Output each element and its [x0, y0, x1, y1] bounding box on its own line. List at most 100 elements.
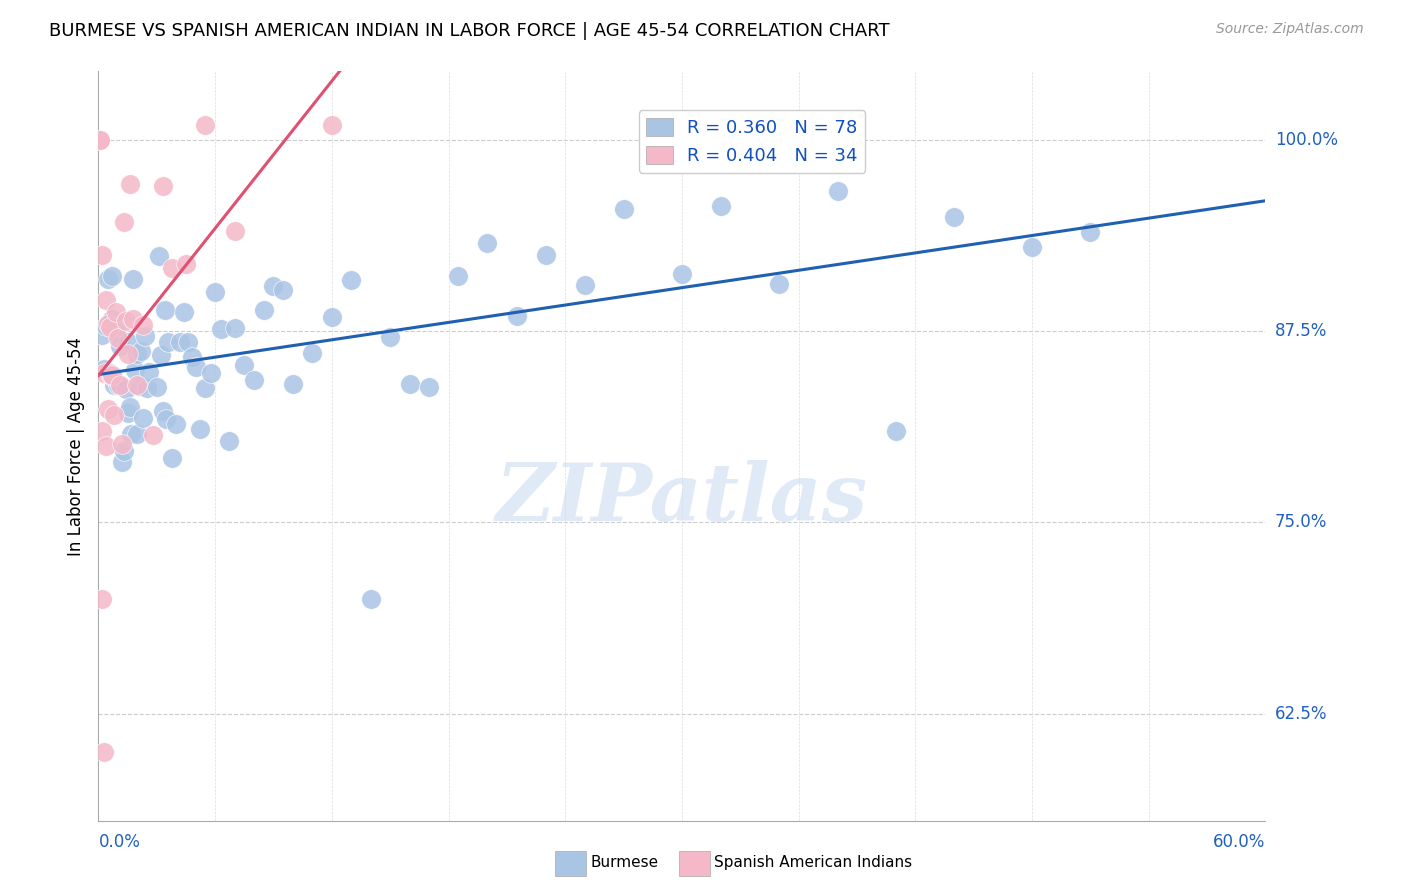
- Point: [101, 312, 124, 326]
- Point: [91, 425, 114, 439]
- Point: [103, 409, 125, 423]
- Point: [89, 133, 111, 147]
- Point: [162, 451, 184, 466]
- Point: [132, 411, 155, 425]
- Point: [169, 334, 191, 349]
- Point: [127, 377, 149, 392]
- Point: [97, 272, 120, 286]
- Point: [534, 248, 557, 262]
- Point: [218, 434, 240, 448]
- Point: [114, 314, 136, 328]
- Point: [101, 268, 124, 283]
- Point: [96, 293, 118, 307]
- Text: 87.5%: 87.5%: [1275, 322, 1327, 341]
- Point: [505, 310, 527, 324]
- Point: [118, 177, 141, 191]
- Point: [884, 424, 907, 438]
- Point: [340, 273, 363, 287]
- Point: [122, 272, 145, 286]
- Point: [124, 362, 146, 376]
- Text: BURMESE VS SPANISH AMERICAN INDIAN IN LABOR FORCE | AGE 45-54 CORRELATION CHART: BURMESE VS SPANISH AMERICAN INDIAN IN LA…: [49, 22, 890, 40]
- Point: [188, 422, 211, 436]
- Text: 75.0%: 75.0%: [1275, 514, 1327, 532]
- Point: [253, 302, 276, 317]
- Point: [98, 367, 121, 381]
- Point: [768, 277, 790, 291]
- Point: [122, 312, 145, 326]
- Point: [710, 199, 733, 213]
- Point: [111, 437, 134, 451]
- Point: [108, 339, 131, 353]
- Point: [104, 305, 127, 319]
- Point: [262, 279, 284, 293]
- Point: [671, 267, 693, 281]
- Point: [152, 404, 174, 418]
- Point: [107, 377, 129, 392]
- Point: [89, 133, 111, 147]
- Point: [146, 380, 169, 394]
- Text: 60.0%: 60.0%: [1213, 833, 1265, 851]
- Point: [132, 318, 155, 332]
- Point: [129, 343, 152, 358]
- Point: [98, 366, 121, 380]
- Point: [107, 377, 129, 392]
- Point: [142, 428, 165, 442]
- Text: Source: ZipAtlas.com: Source: ZipAtlas.com: [1216, 22, 1364, 37]
- Point: [127, 347, 149, 361]
- Point: [149, 348, 172, 362]
- Text: 100.0%: 100.0%: [1275, 131, 1339, 149]
- Point: [101, 369, 124, 384]
- Point: [93, 361, 115, 376]
- Legend: R = 0.360   N = 78, R = 0.404   N = 34: R = 0.360 N = 78, R = 0.404 N = 34: [638, 111, 865, 172]
- Point: [321, 118, 343, 132]
- Point: [157, 335, 180, 350]
- Point: [117, 334, 139, 349]
- Point: [233, 359, 256, 373]
- Point: [184, 359, 207, 374]
- Point: [103, 378, 125, 392]
- Point: [108, 377, 131, 392]
- Point: [281, 376, 304, 391]
- Point: [574, 278, 596, 293]
- Point: [398, 377, 420, 392]
- Point: [321, 310, 343, 324]
- Point: [101, 368, 124, 382]
- Point: [204, 285, 226, 299]
- Point: [136, 381, 159, 395]
- Point: [177, 335, 200, 350]
- Point: [224, 321, 246, 335]
- Point: [173, 305, 195, 319]
- Point: [418, 380, 440, 394]
- Y-axis label: In Labor Force | Age 45-54: In Labor Force | Age 45-54: [66, 336, 84, 556]
- Text: 0.0%: 0.0%: [98, 833, 141, 851]
- Point: [111, 454, 134, 468]
- Point: [96, 439, 118, 453]
- Point: [97, 366, 120, 380]
- Point: [200, 366, 222, 380]
- Point: [224, 224, 246, 238]
- Point: [194, 118, 217, 132]
- Point: [180, 350, 202, 364]
- Point: [447, 268, 470, 283]
- Point: [134, 329, 156, 343]
- Point: [174, 257, 197, 271]
- Point: [301, 346, 323, 360]
- Point: [155, 412, 177, 426]
- Point: [91, 327, 114, 342]
- Point: [112, 444, 135, 458]
- Point: [162, 261, 184, 276]
- Point: [477, 236, 499, 251]
- Point: [93, 745, 115, 759]
- Point: [360, 591, 382, 606]
- Point: [153, 303, 176, 318]
- Point: [380, 330, 402, 344]
- Point: [827, 184, 849, 198]
- Point: [165, 417, 187, 431]
- Point: [271, 283, 294, 297]
- Point: [117, 406, 139, 420]
- Point: [114, 382, 136, 396]
- Text: ZIPatlas: ZIPatlas: [496, 459, 868, 537]
- Point: [93, 367, 115, 381]
- Point: [96, 319, 118, 334]
- Text: 62.5%: 62.5%: [1275, 705, 1327, 723]
